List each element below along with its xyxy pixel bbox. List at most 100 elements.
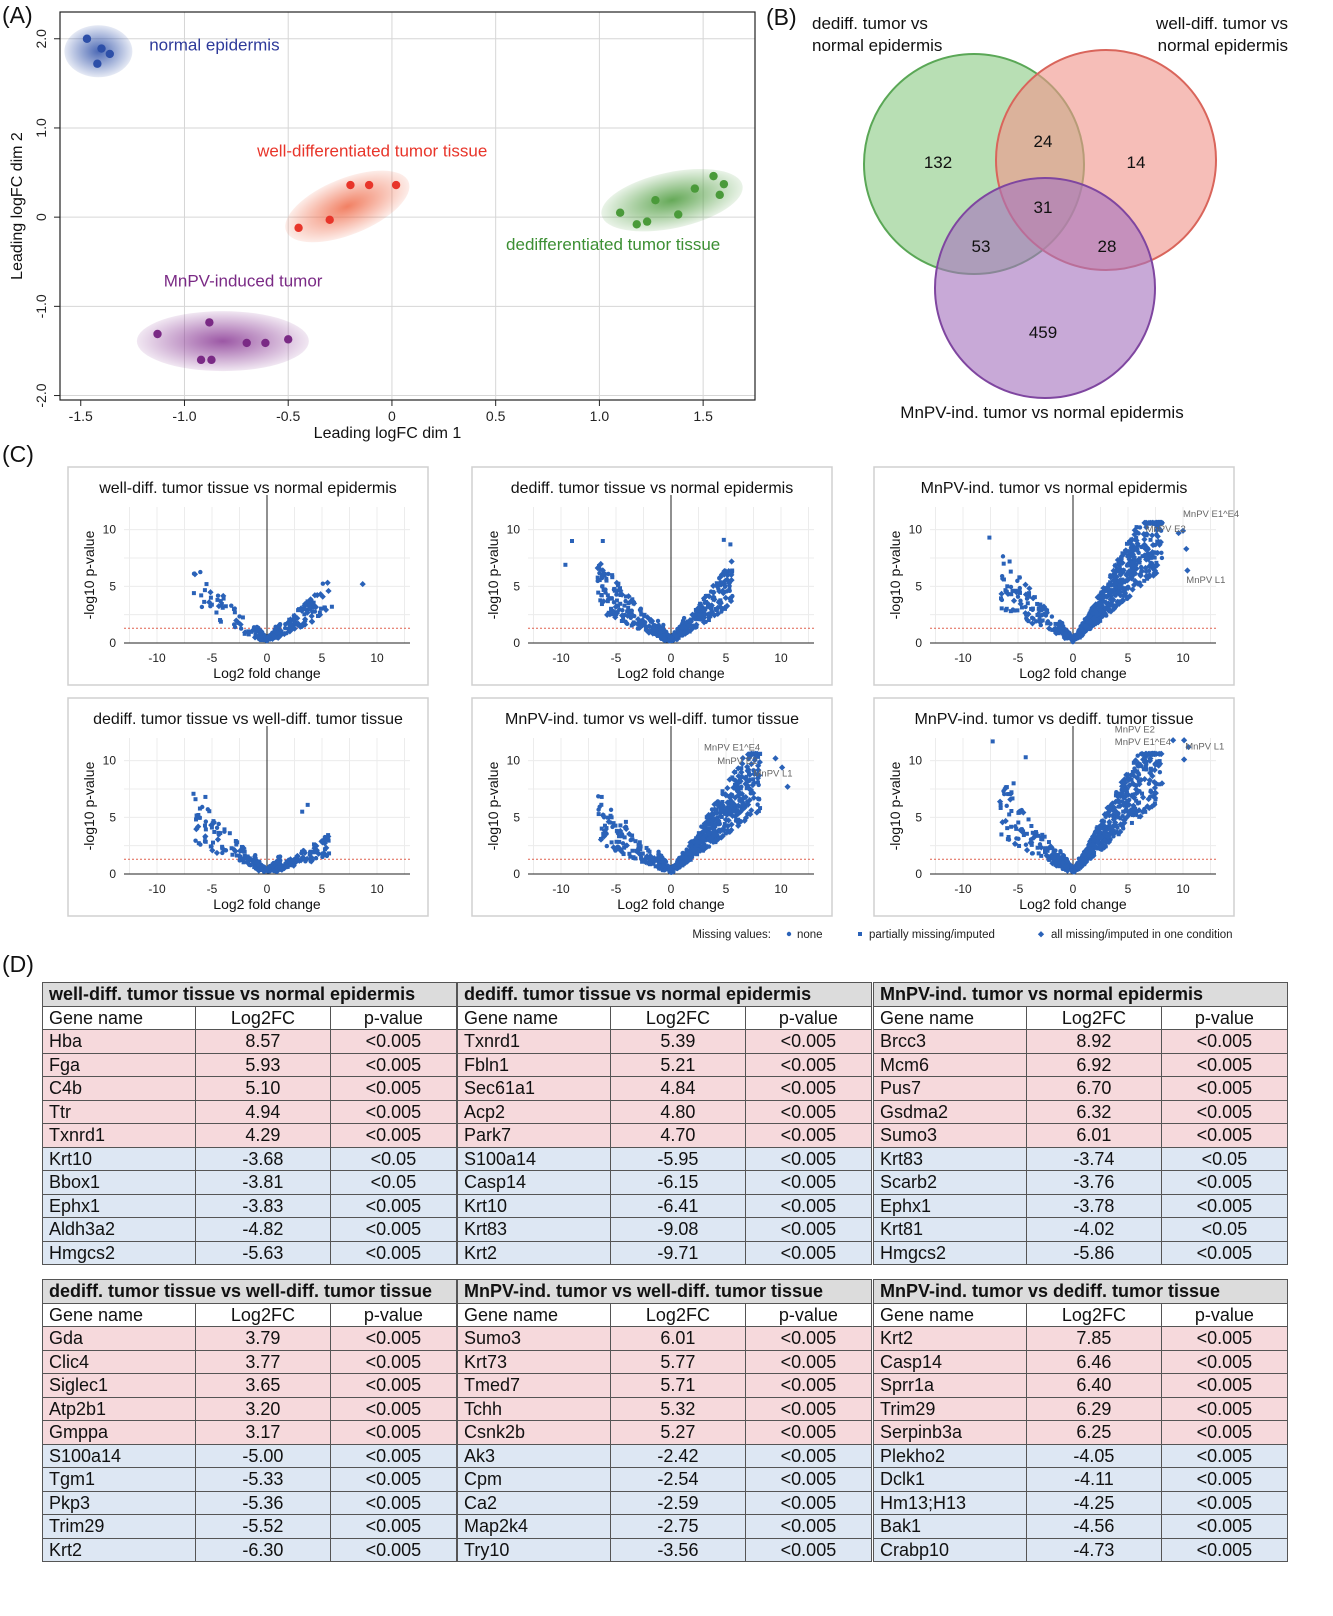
- data-point: [1090, 842, 1095, 847]
- data-point: [1010, 607, 1016, 612]
- data-point: [212, 829, 217, 834]
- data-point: [706, 822, 711, 827]
- data-point: [1037, 613, 1043, 619]
- data-point: [605, 593, 610, 598]
- data-point: [570, 539, 574, 543]
- table-row: Acp2 4.80 <0.005: [457, 1099, 873, 1124]
- data-point: [1101, 591, 1106, 596]
- log2fc-cell: 3.17: [195, 1420, 331, 1445]
- data-point: [1010, 588, 1015, 593]
- venn-title-line: dediff. tumor vs: [812, 14, 928, 33]
- data-point: [1098, 618, 1103, 623]
- data-point: [662, 868, 667, 873]
- data-point: [218, 619, 223, 624]
- data-point: [661, 622, 666, 628]
- data-point: [1029, 842, 1034, 847]
- gene-name-cell: Plekho2: [873, 1443, 1027, 1468]
- y-tick-label: 1.0: [33, 118, 49, 138]
- data-point: [1014, 836, 1019, 841]
- data-point: [1046, 840, 1051, 845]
- log2fc-cell: -3.78: [1026, 1193, 1162, 1218]
- data-point: [223, 847, 228, 853]
- data-point: [191, 591, 196, 596]
- data-point: [1007, 559, 1012, 564]
- data-point: [623, 619, 628, 624]
- data-point: [214, 825, 220, 830]
- data-point: [1023, 604, 1028, 610]
- gene-name-cell: Ak3: [457, 1443, 611, 1468]
- data-point: [1108, 596, 1115, 603]
- data-point: [706, 826, 711, 831]
- data-point: [1157, 782, 1162, 787]
- table-title-row: well-diff. tumor tissue vs normal epider…: [42, 982, 457, 1007]
- data-point: [264, 638, 270, 644]
- column-header: Log2FC: [1026, 1005, 1162, 1030]
- y-tick-label: 0: [33, 213, 49, 221]
- data-point: [194, 826, 199, 831]
- gene-name-cell: Fga: [42, 1052, 196, 1077]
- data-point: [1076, 630, 1081, 635]
- data-point: [658, 630, 663, 635]
- gene-table-grid: well-diff. tumor tissue vs normal epider…: [42, 982, 458, 1265]
- data-point: [1130, 560, 1135, 565]
- gene-name-cell: Crabp10: [873, 1537, 1027, 1562]
- data-point: [718, 583, 723, 588]
- data-point: [1131, 544, 1138, 552]
- y-tick-label: 0: [915, 636, 922, 650]
- data-point: [596, 812, 601, 817]
- data-point: [714, 821, 719, 826]
- y-tick-label: 5: [915, 810, 922, 824]
- data-point: [1124, 541, 1129, 546]
- data-point: [721, 606, 726, 611]
- data-point: [693, 608, 698, 613]
- data-point: [1125, 776, 1130, 781]
- volcano-frame: [67, 697, 429, 917]
- log2fc-cell: 6.01: [610, 1326, 746, 1351]
- x-tick-label: -1.5: [69, 408, 93, 424]
- data-point: [1157, 539, 1164, 546]
- data-point: [231, 606, 236, 611]
- data-point: [1005, 584, 1010, 589]
- gene-name-cell: Serpinb3a: [873, 1420, 1027, 1445]
- p-value-cell: <0.005: [329, 1420, 458, 1445]
- data-point: [1119, 559, 1126, 566]
- gene-name-cell: Krt2: [42, 1537, 196, 1562]
- gene-name-cell: Sprr1a: [873, 1373, 1027, 1398]
- x-tick-label: 10: [1176, 651, 1190, 665]
- data-point: [1004, 803, 1009, 809]
- column-header: Gene name: [873, 1302, 1027, 1327]
- x-tick-label: 10: [774, 882, 788, 896]
- data-point: [197, 815, 202, 820]
- data-point: [629, 608, 634, 613]
- log2fc-cell: 5.27: [610, 1420, 746, 1445]
- data-point: [600, 539, 605, 543]
- y-tick-label: 10: [507, 754, 521, 768]
- data-point: [1019, 826, 1025, 832]
- data-point: [194, 817, 199, 822]
- data-point: [1117, 828, 1124, 835]
- legend-item: none: [797, 929, 823, 941]
- data-point: [684, 626, 689, 631]
- log2fc-cell: -5.36: [195, 1490, 331, 1515]
- data-point: [320, 854, 325, 860]
- log2fc-cell: -2.59: [610, 1490, 746, 1515]
- data-point: [208, 595, 213, 600]
- data-point: [651, 626, 656, 631]
- gene-name-cell: Map2k4: [457, 1514, 611, 1539]
- data-point: [1072, 869, 1077, 874]
- data-point: [1003, 785, 1008, 790]
- table-row: Mcm6 6.92 <0.005: [873, 1052, 1289, 1077]
- table-row: Fga 5.93 <0.005: [42, 1052, 458, 1077]
- data-point: [223, 604, 228, 609]
- data-point: [987, 535, 992, 540]
- data-point: [622, 845, 627, 850]
- data-point: [1049, 855, 1057, 862]
- data-point: [739, 754, 746, 762]
- x-tick-label: 0: [1070, 882, 1077, 896]
- data-point: [246, 632, 251, 637]
- p-value-cell: <0.05: [329, 1170, 458, 1195]
- column-header: p-value: [1160, 1302, 1289, 1327]
- y-tick-label: 5: [915, 579, 922, 593]
- table-row: Pus7 6.70 <0.005: [873, 1076, 1289, 1101]
- gene-name-cell: Ephx1: [873, 1193, 1027, 1218]
